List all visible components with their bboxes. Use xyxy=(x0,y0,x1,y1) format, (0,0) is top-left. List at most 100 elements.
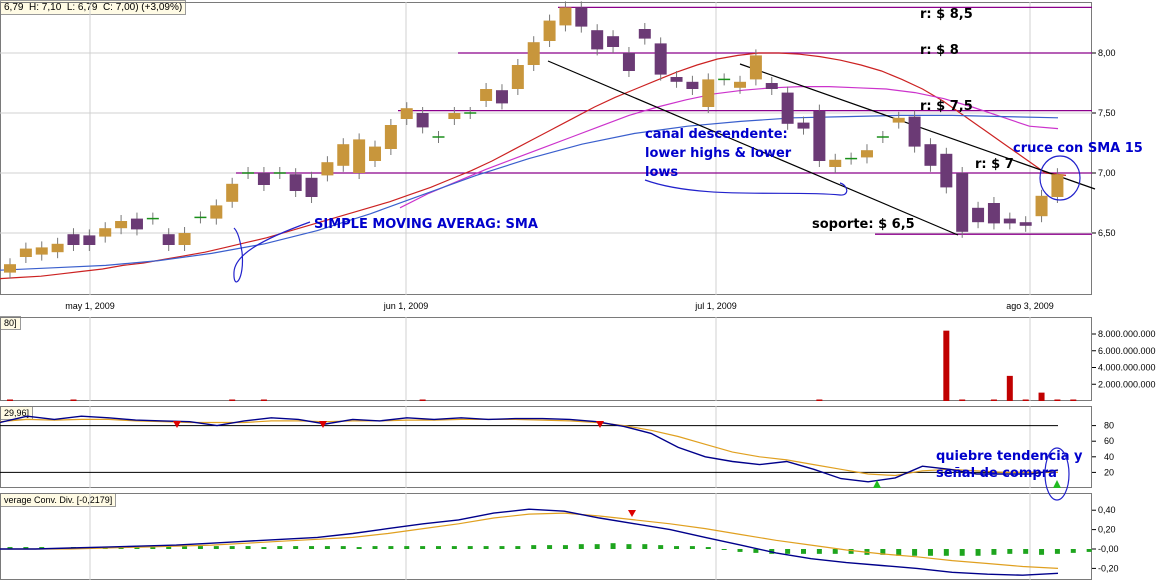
volume-bar xyxy=(1038,392,1045,401)
candle xyxy=(987,203,1000,224)
candle xyxy=(527,42,540,65)
candle xyxy=(257,173,270,185)
macd-tick-label: 0,20 xyxy=(1098,525,1116,535)
macd-histogram-bar xyxy=(166,546,172,549)
candle xyxy=(416,113,429,128)
macd-histogram-bar xyxy=(483,546,489,549)
macd-histogram-bar xyxy=(642,544,648,549)
macd-histogram-bar xyxy=(959,549,965,556)
chart-annotation: soporte: $ 6,5 xyxy=(812,217,915,232)
macd-histogram-bar xyxy=(1070,549,1076,553)
candle xyxy=(400,108,413,119)
sma-blue-line xyxy=(0,114,1059,271)
volume-bar xyxy=(7,399,13,401)
candle xyxy=(734,81,747,88)
candle xyxy=(353,139,366,173)
candle xyxy=(480,89,493,101)
candle xyxy=(670,77,683,82)
candle xyxy=(19,248,32,257)
stochastic-tick-label: 80 xyxy=(1104,421,1114,431)
macd-histogram-bar xyxy=(7,547,13,549)
candle xyxy=(99,228,112,237)
volume-bar xyxy=(1070,399,1077,401)
panel-frame xyxy=(0,2,1092,295)
volume-bar xyxy=(959,399,966,401)
macd-histogram-bar xyxy=(1023,549,1029,554)
chart-annotation: lower highs & lower xyxy=(645,146,792,161)
candle xyxy=(765,83,778,89)
macd-histogram-bar xyxy=(277,546,283,549)
panel-frame xyxy=(0,406,1092,488)
macd-histogram-bar xyxy=(594,544,600,549)
macd-histogram-bar xyxy=(658,545,664,549)
candle xyxy=(575,7,588,27)
candle xyxy=(781,92,794,124)
candle xyxy=(1003,218,1016,224)
macd-histogram-bar xyxy=(293,546,299,549)
macd-histogram-bar xyxy=(372,546,378,549)
macd-histogram-bar xyxy=(324,546,330,549)
macd-histogram-bar xyxy=(1007,549,1013,554)
candle xyxy=(829,159,842,167)
macd-histogram-bar xyxy=(1039,549,1045,555)
candle xyxy=(210,205,223,219)
macd-histogram-bar xyxy=(674,546,680,549)
candle xyxy=(559,7,572,26)
macd-histogram-bar xyxy=(578,544,584,549)
macd-histogram-bar xyxy=(213,546,219,549)
chart-annotation: lows xyxy=(645,165,678,180)
macd-histogram-bar xyxy=(1086,549,1092,552)
chart-annotation: r: $ 8 xyxy=(920,43,959,58)
candle xyxy=(860,150,873,158)
macd-histogram-bar xyxy=(927,549,933,556)
date-label: may 1, 2009 xyxy=(65,301,115,311)
stochastic-tick-label: 40 xyxy=(1104,452,1114,462)
volume-tick-label: 4.000.000.000 xyxy=(1098,363,1156,373)
macd-histogram-bar xyxy=(23,547,29,549)
macd-histogram-bar xyxy=(912,549,918,556)
volume-tick-label: 6.000.000.000 xyxy=(1098,346,1156,356)
candle xyxy=(956,173,969,232)
macd-histogram-bar xyxy=(785,549,791,554)
macd-tick-label: -0,00 xyxy=(1098,544,1119,554)
buy-signal-marker xyxy=(1053,480,1061,488)
macd-signal-line xyxy=(0,512,1059,569)
candle xyxy=(940,153,953,188)
volume-bar xyxy=(229,399,236,401)
candle xyxy=(511,65,524,89)
candle xyxy=(543,20,556,41)
candle xyxy=(178,233,191,245)
candle xyxy=(654,43,667,75)
channel-lower-trendline xyxy=(547,60,959,236)
candle xyxy=(369,146,382,161)
hand-drawn-curve xyxy=(644,179,848,196)
macd-histogram-bar xyxy=(832,549,838,554)
volume-bar xyxy=(1006,375,1013,401)
macd-histogram-bar xyxy=(896,549,902,556)
volume-bar xyxy=(943,330,950,401)
macd-histogram-bar xyxy=(610,543,616,549)
candle xyxy=(35,247,48,255)
candle xyxy=(797,122,810,129)
candle xyxy=(305,177,318,197)
chart-annotation: canal descendente: xyxy=(645,127,788,142)
macd-histogram-bar xyxy=(1054,549,1060,554)
candle xyxy=(972,207,985,223)
macd-histogram-bar xyxy=(261,547,267,549)
sell-signal-marker xyxy=(173,421,181,428)
volume-bar xyxy=(990,399,997,401)
sell-signal-marker xyxy=(596,421,604,428)
candle xyxy=(1019,222,1032,226)
price-tick-label: 6,50 xyxy=(1098,228,1116,238)
macd-histogram-bar xyxy=(991,549,997,555)
candle xyxy=(924,144,937,166)
macd-histogram-bar xyxy=(182,546,188,549)
price-tick-label: 7,00 xyxy=(1098,168,1116,178)
sma-red-line xyxy=(0,52,1067,280)
candle xyxy=(130,218,143,230)
candle xyxy=(607,36,620,47)
macd-histogram-bar xyxy=(547,545,553,549)
macd-tick-label: 0,40 xyxy=(1098,505,1116,515)
macd-histogram-bar xyxy=(451,546,457,549)
